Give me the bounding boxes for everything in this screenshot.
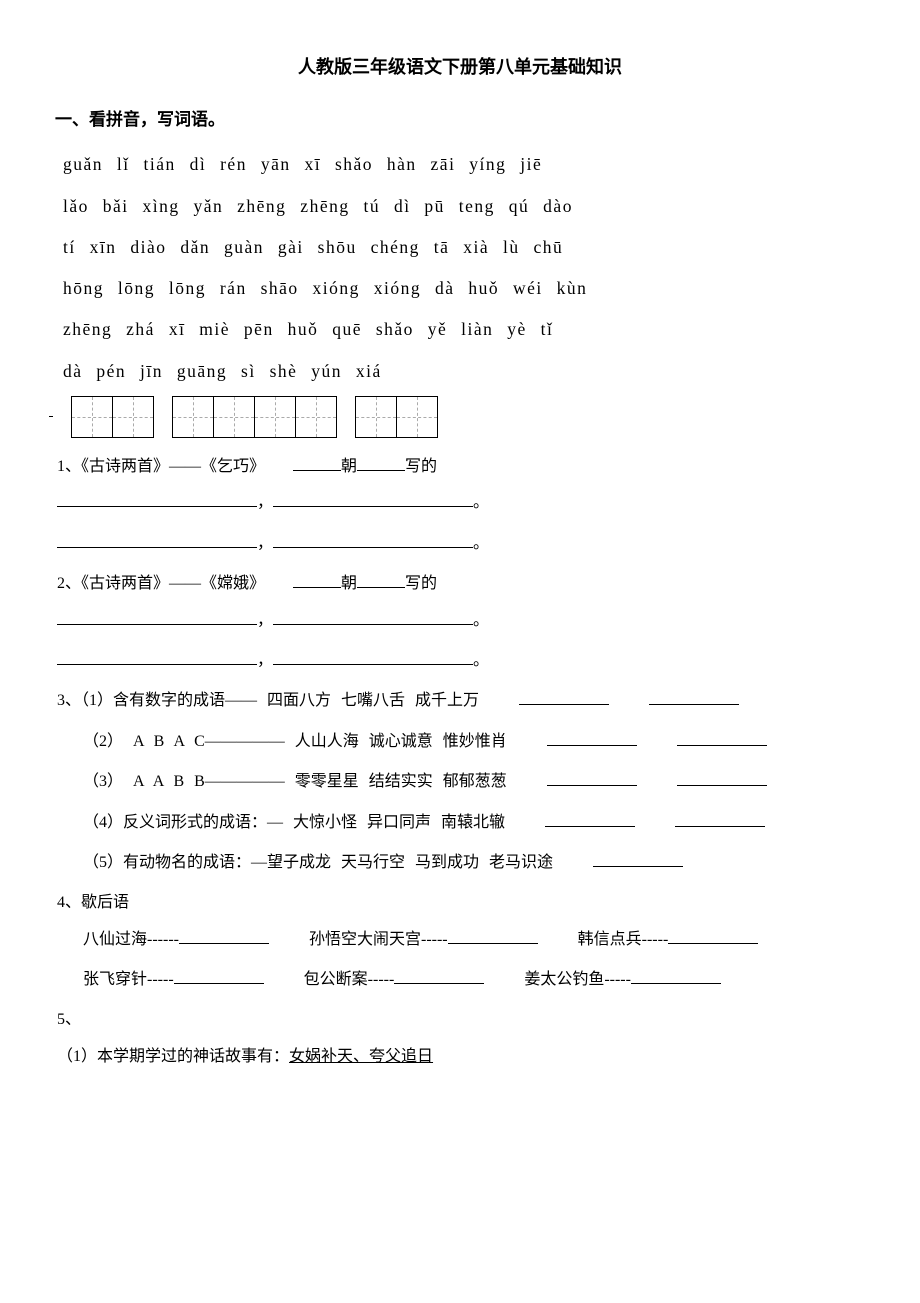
blank[interactable]: [677, 729, 767, 746]
q2-poem-line-2: ，。: [55, 646, 865, 676]
q3-row-2: （2） A B A C————— 人山人海 诚心诚意 惟妙惟肖: [55, 727, 865, 757]
blank[interactable]: [677, 769, 767, 786]
blank[interactable]: [357, 454, 405, 471]
q3-r4-text: （4）反义词形式的成语：— 大惊小怪 异口同声 南辕北辙: [83, 814, 505, 831]
q3-row-1: 3、（1）含有数字的成语—— 四面八方 七嘴八舌 成千上万: [55, 686, 865, 716]
pinyin-line-2: lǎo bǎi xìng yǎn zhēng zhēng tú dì pū te…: [55, 190, 865, 223]
q3-row-4: （4）反义词形式的成语：— 大惊小怪 异口同声 南辕北辙: [55, 808, 865, 838]
section-1-heading: 一、看拼音，写词语。: [55, 104, 865, 136]
mi-cell[interactable]: [173, 397, 214, 437]
mi-cell[interactable]: [255, 397, 296, 437]
xhy-b2: 包公断案-----: [304, 971, 395, 988]
blank[interactable]: [357, 571, 405, 588]
xhy-item: 韩信点兵-----: [578, 925, 759, 955]
period: 。: [473, 535, 489, 552]
xhy-row-1: 八仙过海------ 孙悟空大闹天宫----- 韩信点兵-----: [55, 925, 865, 955]
mi-cell[interactable]: [72, 397, 113, 437]
q1-poem-line-2: ，。: [55, 529, 865, 559]
q2-prefix: 2、《古诗两首》——《嫦娥》: [57, 575, 265, 592]
comma: ，: [257, 612, 273, 629]
q3-r5-text: （5）有动物名的成语：—望子成龙 天马行空 马到成功 老马识途: [83, 854, 553, 871]
question-5-1: （1）本学期学过的神话故事有：女娲补天、夸父追日: [55, 1042, 865, 1072]
blank[interactable]: [545, 810, 635, 827]
question-5-heading: 5、: [55, 1005, 865, 1035]
xhy-item: 张飞穿针-----: [83, 965, 264, 995]
blank[interactable]: [174, 967, 264, 984]
pinyin-line-4: hōng lōng lōng rán shāo xióng xióng dà h…: [55, 272, 865, 305]
q3-r3-text: （3） A A B B————— 零零星星 结结实实 郁郁葱葱: [83, 773, 507, 790]
mi-cell[interactable]: [214, 397, 255, 437]
period: 。: [473, 494, 489, 511]
mi-cell[interactable]: [356, 397, 397, 437]
q1-dyn: 朝: [341, 458, 357, 475]
q3-r2-text: （2） A B A C————— 人山人海 诚心诚意 惟妙惟肖: [83, 733, 507, 750]
blank[interactable]: [57, 531, 257, 548]
blank[interactable]: [179, 927, 269, 944]
xhy-row-2: 张飞穿针----- 包公断案----- 姜太公钓鱼-----: [55, 965, 865, 995]
xhy-a2: 孙悟空大闹天宫-----: [309, 931, 448, 948]
q2-by: 写的: [405, 575, 437, 592]
period: 。: [473, 652, 489, 669]
blank[interactable]: [547, 729, 637, 746]
blank[interactable]: [273, 490, 473, 507]
q3-row-5: （5）有动物名的成语：—望子成龙 天马行空 马到成功 老马识途: [55, 848, 865, 878]
blank[interactable]: [448, 927, 538, 944]
xhy-b1: 张飞穿针-----: [83, 971, 174, 988]
question-1: 1、《古诗两首》——《乞巧》 朝 写的: [55, 452, 865, 482]
blank[interactable]: [273, 648, 473, 665]
q5-1-prefix: （1）本学期学过的神话故事有：: [57, 1048, 289, 1065]
blank[interactable]: [57, 608, 257, 625]
blank[interactable]: [293, 571, 341, 588]
mi-cell[interactable]: [296, 397, 336, 437]
blank[interactable]: [519, 688, 609, 705]
blank[interactable]: [593, 850, 683, 867]
xhy-b3: 姜太公钓鱼-----: [524, 971, 631, 988]
xhy-item: 孙悟空大闹天宫-----: [309, 925, 538, 955]
comma: ，: [257, 494, 273, 511]
q2-dyn: 朝: [341, 575, 357, 592]
question-2: 2、《古诗两首》——《嫦娥》 朝 写的: [55, 569, 865, 599]
q1-prefix: 1、《古诗两首》——《乞巧》: [57, 458, 265, 475]
blank[interactable]: [649, 688, 739, 705]
xhy-item: 姜太公钓鱼-----: [524, 965, 721, 995]
mi-group-1: [71, 396, 154, 438]
q3-row-3: （3） A A B B————— 零零星星 结结实实 郁郁葱葱: [55, 767, 865, 797]
xhy-a1: 八仙过海------: [83, 931, 179, 948]
blank[interactable]: [273, 531, 473, 548]
comma: ，: [257, 652, 273, 669]
xhy-item: 八仙过海------: [83, 925, 269, 955]
question-4-heading: 4、歇后语: [55, 888, 865, 918]
leader-dash: [49, 416, 53, 417]
pinyin-line-6: dà pén jīn guāng sì shè yún xiá: [55, 355, 865, 388]
blank[interactable]: [631, 967, 721, 984]
q1-poem-line-1: ，。: [55, 488, 865, 518]
pinyin-line-1: guǎn lǐ tián dì rén yān xī shǎo hàn zāi …: [55, 148, 865, 181]
blank[interactable]: [547, 769, 637, 786]
mi-cell[interactable]: [113, 397, 153, 437]
blank[interactable]: [273, 608, 473, 625]
pinyin-line-3: tí xīn diào dǎn guàn gài shōu chéng tā x…: [55, 231, 865, 264]
mi-group-2: [172, 396, 337, 438]
blank[interactable]: [394, 967, 484, 984]
q5-1-stories: 女娲补天、夸父追日: [289, 1048, 433, 1065]
q1-by: 写的: [405, 458, 437, 475]
blank[interactable]: [675, 810, 765, 827]
page-title: 人教版三年级语文下册第八单元基础知识: [55, 50, 865, 84]
xhy-item: 包公断案-----: [304, 965, 485, 995]
blank[interactable]: [57, 648, 257, 665]
pinyin-line-5: zhēng zhá xī miè pēn huǒ quē shǎo yě lià…: [55, 313, 865, 346]
blank[interactable]: [57, 490, 257, 507]
mi-cell[interactable]: [397, 397, 437, 437]
character-boxes-row: [55, 396, 865, 438]
xhy-a3: 韩信点兵-----: [578, 931, 669, 948]
blank[interactable]: [668, 927, 758, 944]
mi-group-3: [355, 396, 438, 438]
q3-r1-text: 3、（1）含有数字的成语—— 四面八方 七嘴八舌 成千上万: [57, 692, 479, 709]
q2-poem-line-1: ，。: [55, 606, 865, 636]
period: 。: [473, 612, 489, 629]
blank[interactable]: [293, 454, 341, 471]
comma: ，: [257, 535, 273, 552]
